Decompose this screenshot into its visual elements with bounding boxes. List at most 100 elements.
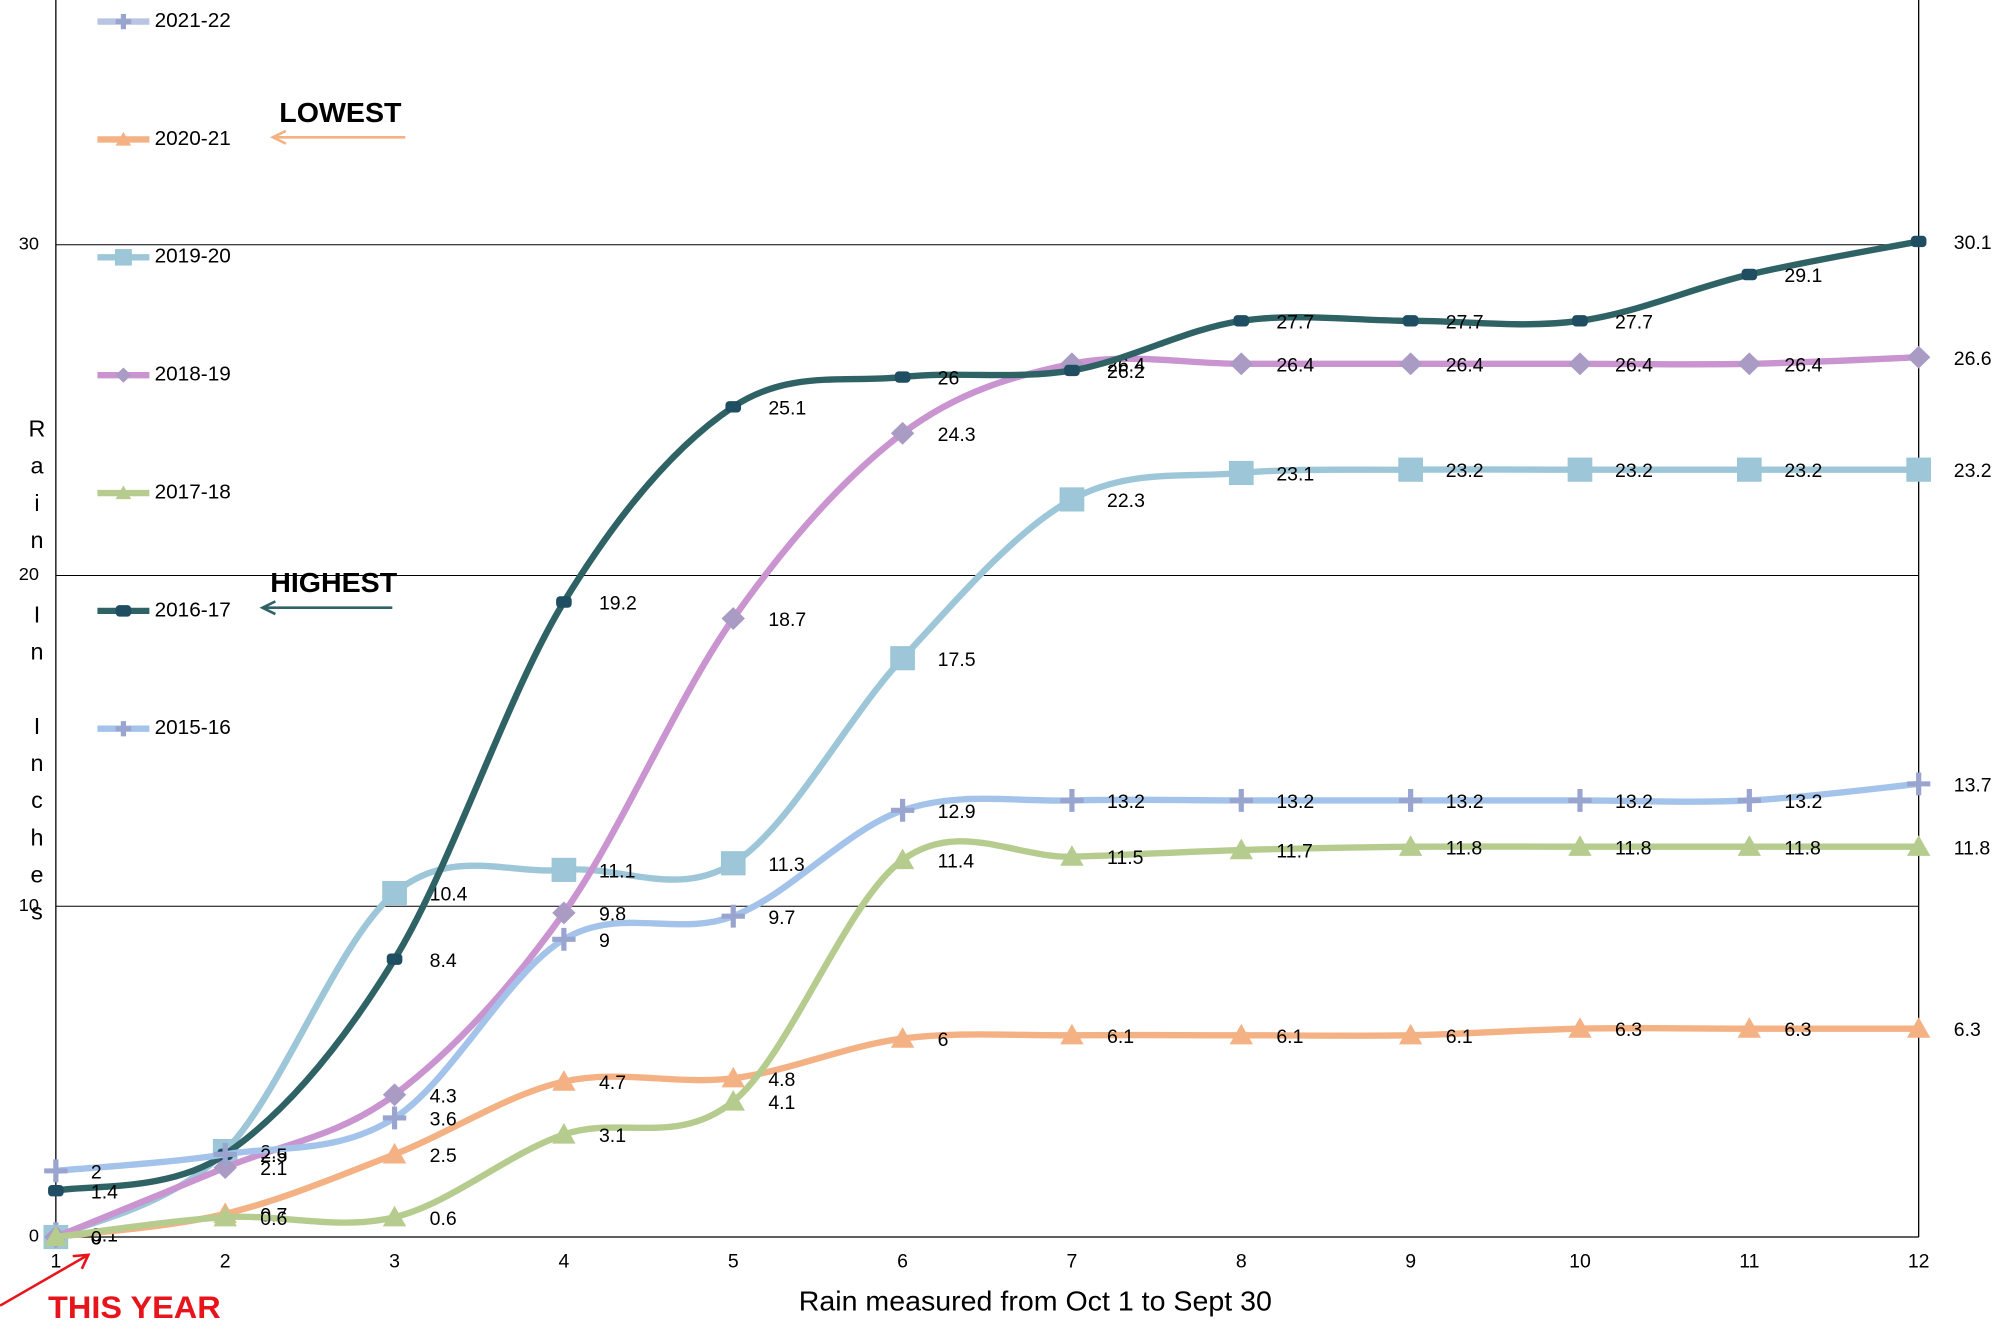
marker <box>552 901 576 925</box>
y-tick-label: 30 <box>19 234 39 254</box>
data-label: 9.7 <box>768 908 795 929</box>
marker-shape <box>48 1184 64 1197</box>
marker <box>1572 315 1588 327</box>
marker <box>721 1066 745 1088</box>
marker-shape <box>1910 235 1927 248</box>
marker <box>382 1083 407 1107</box>
marker <box>1906 835 1931 856</box>
data-label: 3.1 <box>599 1126 626 1147</box>
marker <box>1064 364 1080 377</box>
data-label: 23.1 <box>1276 465 1314 486</box>
marker-shape <box>551 857 577 882</box>
marker <box>1402 315 1419 327</box>
marker <box>1568 835 1592 856</box>
marker-shape <box>725 401 742 413</box>
data-label: 0 <box>91 1229 102 1250</box>
marker <box>1228 460 1254 486</box>
marker-shape <box>1229 788 1253 812</box>
data-label: 8.4 <box>430 951 457 972</box>
data-label: 2.5 <box>430 1146 457 1167</box>
marker-shape <box>1229 838 1253 860</box>
marker <box>556 596 572 608</box>
data-label: 24.3 <box>938 425 976 446</box>
series-line <box>55 1024 1919 1241</box>
data-label: 6.3 <box>1784 1020 1811 1041</box>
marker-shape <box>1737 1017 1762 1038</box>
marker-shape <box>382 1205 407 1227</box>
y-tick-label: 20 <box>19 564 39 584</box>
marker <box>115 13 132 30</box>
marker <box>1567 457 1593 482</box>
marker <box>44 1159 68 1183</box>
marker <box>1568 788 1592 812</box>
marker-shape <box>1228 460 1254 486</box>
marker <box>1906 345 1931 369</box>
data-label: 17.5 <box>938 650 976 671</box>
data-label: 11.8 <box>1615 838 1651 859</box>
marker <box>115 367 132 383</box>
marker-shape <box>1398 788 1423 812</box>
marker-shape <box>382 1083 407 1107</box>
data-label: 3.6 <box>430 1110 457 1131</box>
annotation: HIGHEST <box>270 566 397 598</box>
marker-shape <box>382 880 407 906</box>
annotation: THIS YEAR <box>48 1289 221 1325</box>
marker <box>1233 315 1250 327</box>
data-label: 27.7 <box>1446 313 1484 334</box>
marker <box>1060 845 1084 866</box>
data-label: 9 <box>599 931 610 952</box>
marker <box>1229 1023 1253 1045</box>
data-label: 0.6 <box>430 1209 457 1230</box>
marker <box>552 1123 576 1144</box>
data-label: 6.1 <box>1446 1027 1473 1048</box>
marker <box>552 927 576 951</box>
marker <box>890 1027 915 1048</box>
data-label: 26.2 <box>1107 362 1145 383</box>
x-tick-label: 3 <box>389 1252 400 1273</box>
marker-shape <box>1567 457 1593 482</box>
data-label: 11.8 <box>1784 838 1820 859</box>
marker <box>1568 1017 1592 1038</box>
marker-shape <box>1229 352 1253 376</box>
data-label: 11.4 <box>938 852 975 873</box>
marker <box>1060 788 1084 812</box>
x-tick-label: 10 <box>1569 1252 1591 1273</box>
marker-shape <box>890 421 915 445</box>
marker-shape <box>1906 345 1931 369</box>
marker-shape <box>1737 352 1762 376</box>
x-tick-label: 6 <box>897 1252 908 1273</box>
data-label: 6.1 <box>1276 1027 1303 1048</box>
marker <box>1906 457 1932 482</box>
data-label: 12.9 <box>938 802 976 823</box>
data-label: 0 <box>91 1229 102 1250</box>
data-label: 29.1 <box>1784 266 1822 287</box>
marker-shape <box>721 1066 745 1088</box>
marker <box>894 371 911 383</box>
marker <box>890 421 915 445</box>
annotation: LOWEST <box>279 96 401 128</box>
marker <box>721 1089 745 1111</box>
marker <box>1398 788 1423 812</box>
data-label: 6.3 <box>1954 1020 1981 1041</box>
marker <box>1229 788 1253 812</box>
marker <box>1059 487 1085 512</box>
marker <box>1737 788 1762 812</box>
marker-shape <box>213 1142 237 1166</box>
data-label: 11.7 <box>1276 842 1312 863</box>
data-label: 13.7 <box>1954 776 1992 797</box>
marker-shape <box>115 13 132 30</box>
data-label: 26 <box>938 369 960 390</box>
data-label: 23.2 <box>1446 461 1484 482</box>
y-axis-title: Rain In Inches <box>24 416 50 936</box>
marker-shape <box>115 605 132 617</box>
marker-shape <box>1060 788 1084 812</box>
data-label: 19.2 <box>599 594 637 615</box>
x-tick-label: 1 <box>50 1252 61 1273</box>
data-label: 2.1 <box>260 1159 287 1180</box>
marker <box>114 249 132 266</box>
marker-shape <box>890 798 915 822</box>
marker-shape <box>1568 1017 1592 1038</box>
data-label: 0 <box>91 1229 102 1250</box>
marker <box>1737 1017 1762 1038</box>
marker <box>1737 352 1762 376</box>
